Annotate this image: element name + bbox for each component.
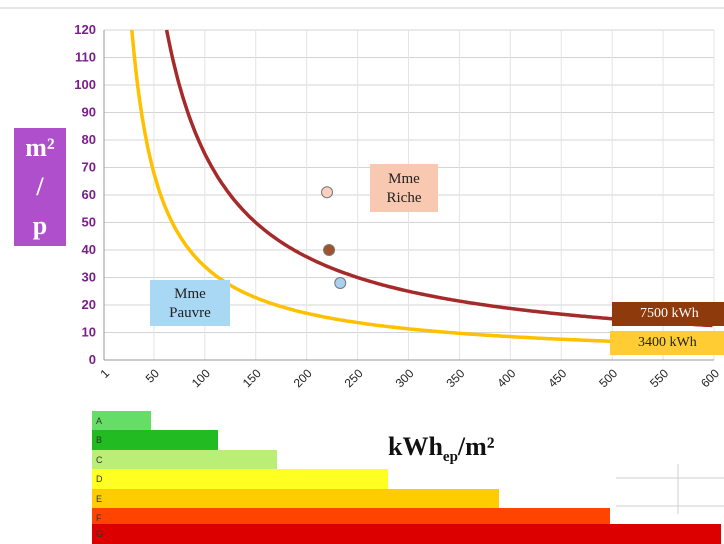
y-tick-label: 0 — [89, 352, 96, 367]
y-tick-label: 80 — [82, 132, 96, 147]
annotation-pauvre-line-1: Mme — [174, 286, 206, 302]
x-tick-label: 100 — [189, 366, 213, 390]
y-tick-label: 110 — [75, 50, 96, 65]
y-tick-label: 40 — [82, 242, 96, 257]
x-tick-label: 350 — [443, 366, 467, 390]
x-tick-label: 300 — [393, 366, 417, 390]
annotation-riche-line-1: Mme — [388, 171, 420, 187]
annotation-riche-line-2: Riche — [386, 190, 422, 206]
dpe-bar-e: E — [92, 489, 499, 509]
x-tick-label: 450 — [545, 366, 569, 390]
x-axis-label: kWhep/m² — [388, 432, 495, 466]
data-point-1 — [321, 186, 334, 199]
y-axis-label-line-1: m² — [25, 132, 55, 162]
y-axis-label: m² / p — [14, 128, 66, 246]
dpe-bar-f: F — [92, 508, 610, 528]
y-tick-label: 20 — [82, 297, 96, 312]
series-label-7500: 7500 kWh — [612, 302, 724, 326]
y-tick-label: 70 — [82, 160, 96, 175]
data-point-3 — [334, 277, 347, 289]
x-tick-label: 50 — [143, 366, 163, 386]
dpe-bar-a: A — [92, 411, 151, 431]
y-tick-label: 100 — [74, 77, 96, 92]
annotation-pauvre-line-2: Pauvre — [169, 305, 211, 321]
dpe-bar-b: B — [92, 430, 218, 450]
x-axis-label-main: kWh — [388, 432, 443, 461]
y-tick-label: 10 — [82, 325, 96, 340]
annotation-mme-pauvre: Mme Pauvre — [150, 280, 230, 326]
y-tick-label: 50 — [82, 215, 96, 230]
dpe-bar-g: G — [92, 524, 721, 544]
x-axis-label-sub: ep — [442, 449, 458, 466]
x-tick-label: 400 — [494, 366, 518, 390]
x-tick-label: 150 — [240, 366, 264, 390]
x-axis-label-tail: /m² — [457, 432, 495, 461]
x-tick-label: 550 — [647, 366, 671, 390]
x-tick-label: 600 — [698, 366, 722, 390]
x-tick-label: 250 — [342, 366, 366, 390]
y-tick-label: 60 — [82, 187, 96, 202]
dpe-bar-d: D — [92, 469, 388, 489]
series-label-3400: 3400 kWh — [610, 331, 724, 355]
x-tick-label: 200 — [291, 366, 315, 390]
y-tick-label: 120 — [74, 22, 96, 37]
dpe-bar-c: C — [92, 450, 277, 470]
y-tick-label: 30 — [82, 270, 96, 285]
x-tick-label: 1 — [97, 366, 112, 381]
x-tick-label: 500 — [596, 366, 620, 390]
annotation-mme-riche: Mme Riche — [370, 164, 438, 212]
data-point-2 — [323, 244, 336, 256]
series-line-1 — [164, 29, 713, 328]
y-axis-label-line-2: / — [36, 171, 44, 201]
y-tick-label: 90 — [82, 105, 96, 120]
y-axis-label-line-3: p — [32, 211, 48, 241]
